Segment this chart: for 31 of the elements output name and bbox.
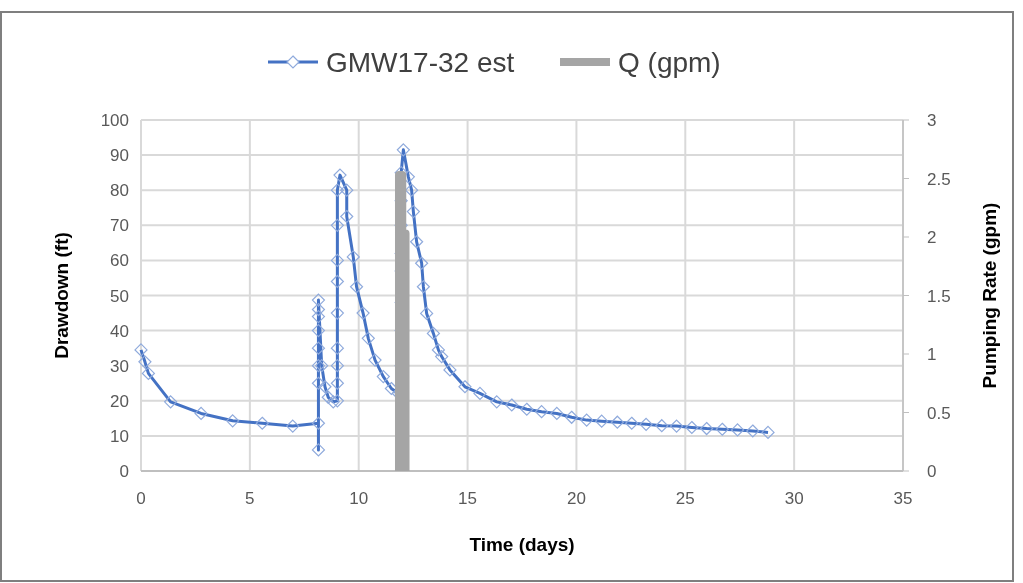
y-tick-label: 100	[100, 111, 129, 130]
y2-axis-title: Pumping Rate (gpm)	[979, 202, 1000, 389]
y2-tick-label: 2.5	[927, 169, 951, 189]
y2-tick-label: 0.5	[927, 403, 951, 423]
y2-tick-label: 1	[927, 345, 937, 364]
x-tick-label: 25	[675, 489, 695, 508]
x-axis-title: Time (days)	[469, 534, 575, 555]
y2-tick-label: 2	[927, 228, 937, 247]
y-tick-label: 0	[119, 462, 129, 481]
x-tick-label: 20	[566, 489, 586, 508]
x-tick-label: 0	[136, 489, 146, 508]
y-tick-label: 20	[110, 391, 129, 411]
y-tick-label: 70	[110, 216, 129, 236]
y2-tick-label: 0	[927, 462, 937, 481]
y-tick-label: 80	[110, 181, 129, 201]
x-tick-label: 15	[458, 489, 478, 508]
y-tick-label: 50	[110, 286, 129, 306]
y-tick-label: 60	[110, 251, 129, 271]
y-tick-label: 90	[110, 146, 129, 166]
y-tick-label: 30	[110, 356, 129, 376]
x-tick-label: 10	[349, 489, 369, 508]
y-tick-label: 40	[110, 321, 129, 341]
y-axis-title: Drawdown (ft)	[51, 232, 72, 359]
y-tick-label: 10	[110, 426, 129, 446]
x-tick-label: 30	[784, 489, 804, 508]
y2-tick-label: 1.5	[927, 286, 951, 306]
legend-label: GMW17-32 est	[326, 47, 515, 78]
x-tick-label: 35	[893, 489, 913, 508]
y2-tick-label: 3	[927, 111, 937, 130]
x-tick-label: 5	[245, 489, 255, 508]
legend-label: Q (gpm)	[618, 47, 721, 78]
